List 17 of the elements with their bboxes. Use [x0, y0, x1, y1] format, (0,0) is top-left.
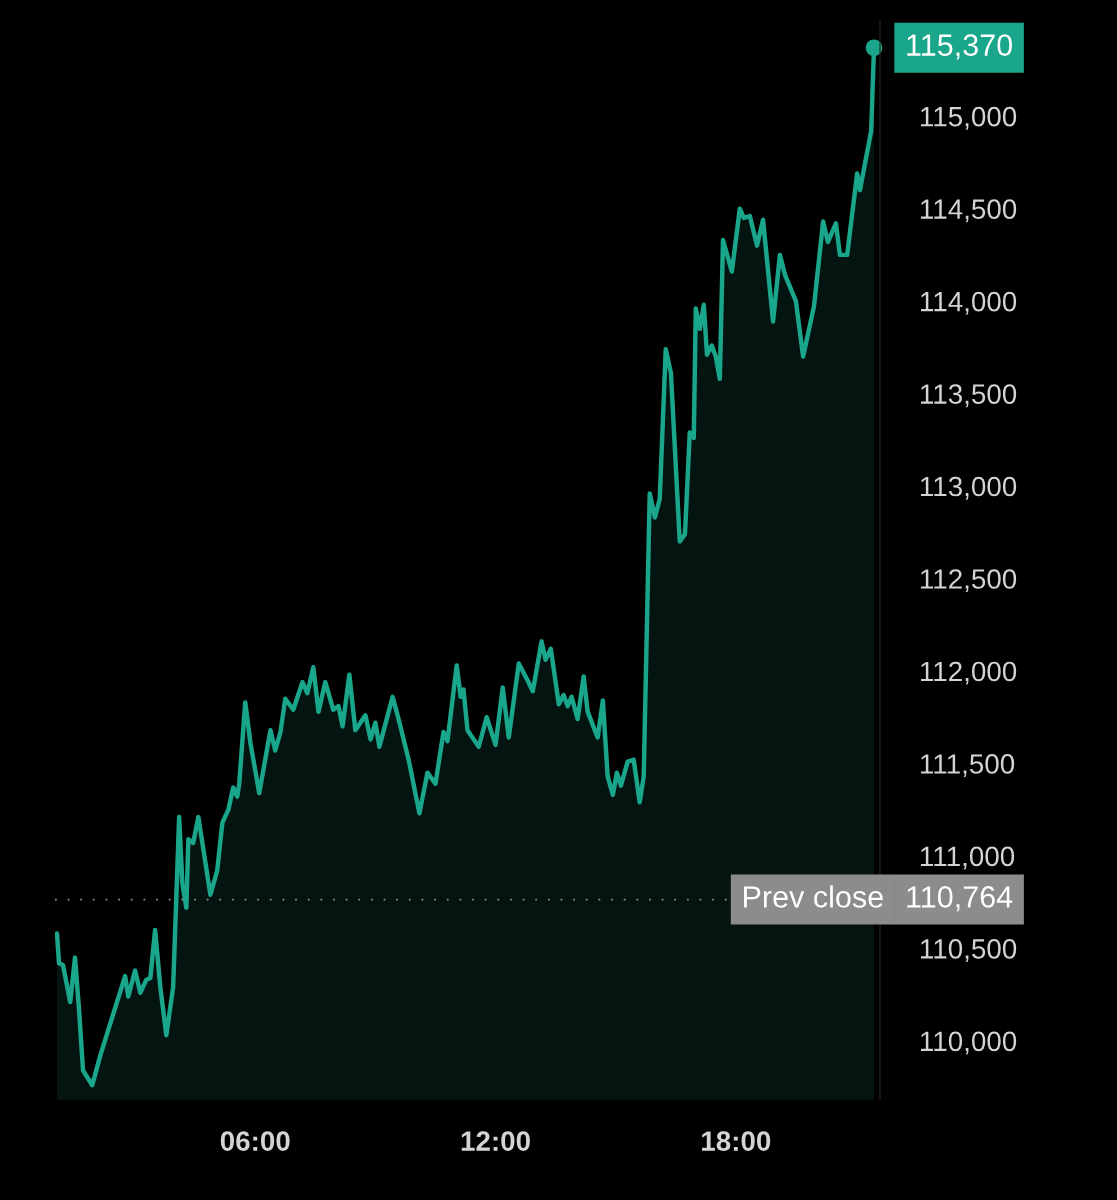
ref-line-label: Prev close [744, 885, 883, 908]
y-tick-label: 112,500 [921, 569, 1017, 593]
y-tick-label: 111,000 [921, 846, 1015, 870]
y-tick-label: 114,000 [921, 291, 1017, 315]
x-tick-label: 12:00 [461, 1131, 530, 1151]
x-tick-label: 18:00 [702, 1131, 771, 1151]
y-tick-label: 110,500 [921, 939, 1017, 962]
y-tick-label: 111,500 [921, 754, 1015, 778]
y-tick-label: 114,500 [921, 199, 1017, 223]
y-tick-label: 113,000 [921, 476, 1017, 500]
annotation: 115,370 [907, 34, 1012, 60]
y-tick-label: 110,000 [921, 1031, 1017, 1055]
text: 110,764 [907, 886, 1013, 912]
x-tick-label: 06:00 [220, 1131, 290, 1151]
y-tick-label: 113,500 [921, 384, 1017, 408]
y-tick-label: 112,000 [921, 661, 1017, 685]
y-tick-label: 115,000 [921, 106, 1017, 130]
